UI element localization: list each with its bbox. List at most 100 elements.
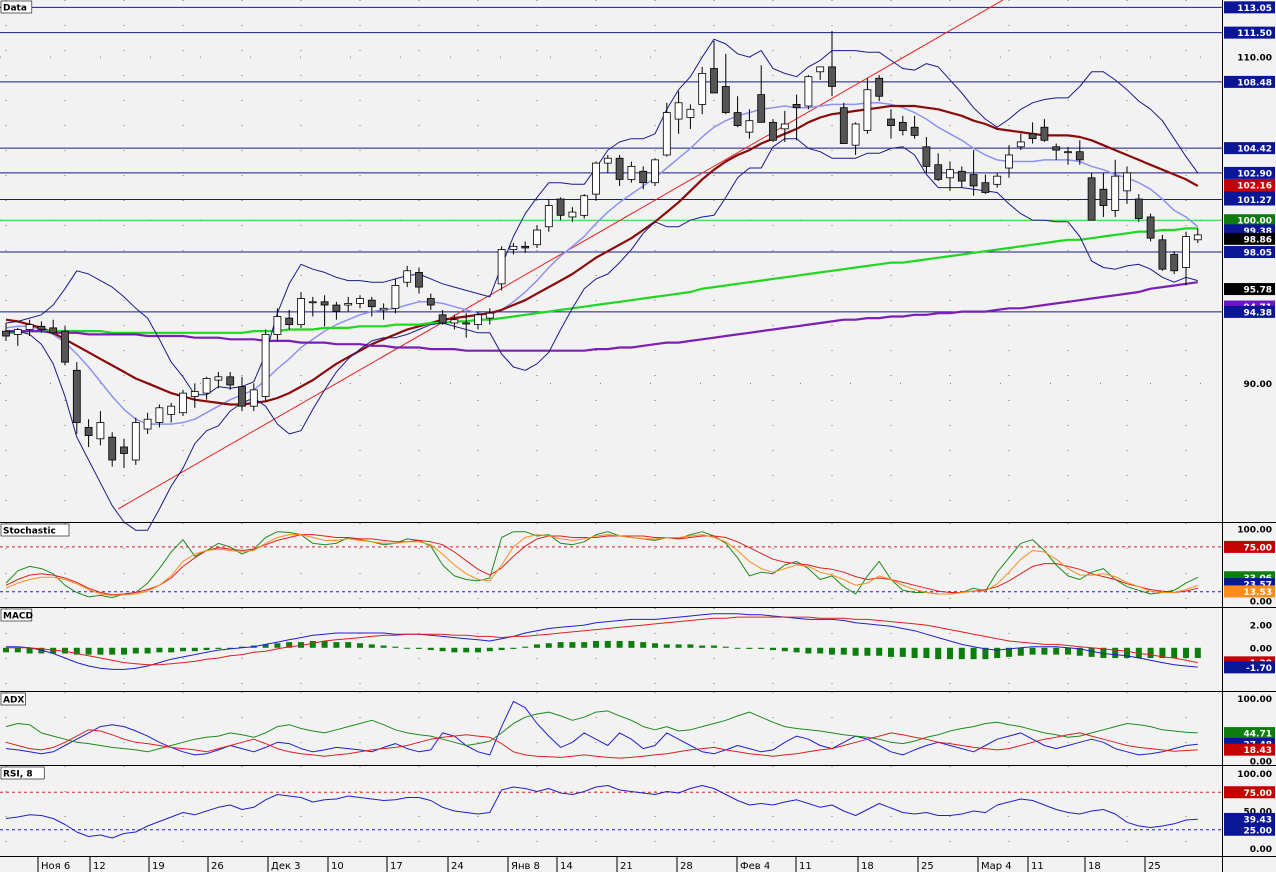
macd-hist-bar	[38, 647, 45, 654]
candle-body	[261, 334, 270, 397]
macd-axis-tick: 0.00	[1250, 644, 1272, 654]
candle	[450, 314, 459, 330]
rsi-axis-tick: 100.00	[1237, 770, 1272, 780]
candle-body	[1087, 177, 1096, 221]
candle-body	[1005, 154, 1013, 169]
candle	[816, 66, 825, 80]
macd-hist-bar	[109, 647, 116, 655]
adx-tag-label: 44.71	[1244, 730, 1272, 740]
candle-body	[592, 162, 600, 195]
candle-body	[922, 146, 931, 167]
price-tag-box	[1224, 283, 1275, 296]
sma-very-long-line	[6, 281, 1198, 352]
macd-hist-bar	[298, 642, 304, 648]
candle	[875, 75, 884, 102]
date-label: 11	[799, 861, 812, 872]
macd-hist-bar	[675, 644, 682, 648]
panel-title-text: RSI, 8	[3, 770, 33, 780]
adx-axis-tick: 0.00	[1250, 758, 1272, 768]
price-tag-box	[1224, 166, 1275, 179]
candle-body	[179, 392, 187, 414]
candle-body	[863, 89, 872, 131]
candle-body	[898, 121, 907, 131]
candle-body	[934, 164, 943, 180]
candle-body	[603, 157, 612, 164]
macd-hist-bar	[333, 642, 340, 648]
macd-hist-bar	[970, 647, 977, 660]
price-tag-label: 101.27	[1237, 196, 1272, 206]
macd-hist-bar	[191, 647, 198, 652]
candle	[1087, 172, 1096, 221]
candle-body	[946, 169, 954, 179]
candle-body	[969, 174, 978, 187]
candle	[485, 308, 494, 325]
macd-hist-bar	[392, 646, 399, 648]
price-tag-label: 94.38	[1244, 308, 1272, 318]
macd-hist-bar	[73, 647, 80, 655]
candle	[13, 327, 22, 346]
candle-body	[639, 170, 648, 184]
candle	[238, 376, 246, 412]
macd-hist-bar	[1171, 647, 1178, 659]
price-tag: 104.42	[1224, 142, 1275, 155]
macd-hist-bar	[805, 647, 812, 654]
candle-body	[226, 376, 235, 386]
date-label: Фев 4	[740, 861, 770, 872]
macd-hist-bar	[427, 647, 434, 651]
candle	[37, 321, 46, 333]
candle	[167, 402, 176, 423]
candle	[745, 109, 754, 139]
candle-body	[214, 376, 223, 381]
candle	[792, 94, 801, 141]
candle	[639, 166, 648, 190]
candle-body	[780, 123, 789, 130]
stoch-axis-tick: 0.00	[1250, 598, 1272, 608]
panel-title-rsi: RSI, 8	[0, 766, 45, 780]
candle	[721, 53, 730, 115]
bb-upper-line	[5, 38, 1199, 396]
candle	[1111, 159, 1120, 217]
candle	[922, 137, 931, 173]
candle-body	[769, 121, 777, 141]
candle	[1075, 140, 1084, 165]
macd-hist-bar	[1088, 647, 1095, 657]
candle-body	[580, 195, 589, 216]
candle-body	[521, 245, 530, 249]
macd-hist-bar	[1006, 647, 1012, 657]
rsi-tag: 25.00	[1224, 823, 1275, 836]
macd-hist-bar	[652, 643, 658, 648]
candle-body	[839, 107, 848, 144]
price-tag-box	[1224, 232, 1275, 245]
macd-hist-bar	[486, 647, 493, 652]
candle-body	[1111, 175, 1120, 211]
candle-body	[61, 330, 69, 363]
candle	[910, 115, 919, 139]
candle-body	[887, 118, 895, 127]
macd-hist-bar	[1124, 647, 1130, 659]
candle-body	[674, 102, 683, 120]
macd-hist-bar	[1135, 647, 1142, 659]
rsi-line	[5, 785, 1198, 839]
macd-signal-line	[6, 616, 1198, 666]
panel-title-macd: MACD	[0, 608, 33, 622]
candle-body	[556, 198, 565, 216]
date-label: 18	[861, 861, 874, 872]
rsi-tag-label: 39.43	[1244, 815, 1272, 825]
candle	[533, 225, 541, 248]
adx-tag-label: 18.43	[1244, 746, 1272, 756]
candle	[769, 119, 777, 142]
candle-body	[1016, 141, 1025, 148]
macd-hist-bar	[498, 647, 505, 651]
candle-body	[533, 229, 541, 246]
candle	[627, 161, 636, 183]
candle-body	[143, 418, 152, 430]
candle	[155, 404, 164, 428]
price-tag-label: 102.90	[1237, 169, 1272, 179]
macd-hist-bar	[14, 647, 21, 653]
candle	[96, 411, 105, 446]
date-label: 25	[1148, 861, 1161, 872]
price-tag: 108.48	[1224, 75, 1275, 88]
price-tag-label: 102.16	[1237, 181, 1272, 191]
date-label: 21	[620, 861, 633, 872]
candle	[108, 432, 117, 467]
